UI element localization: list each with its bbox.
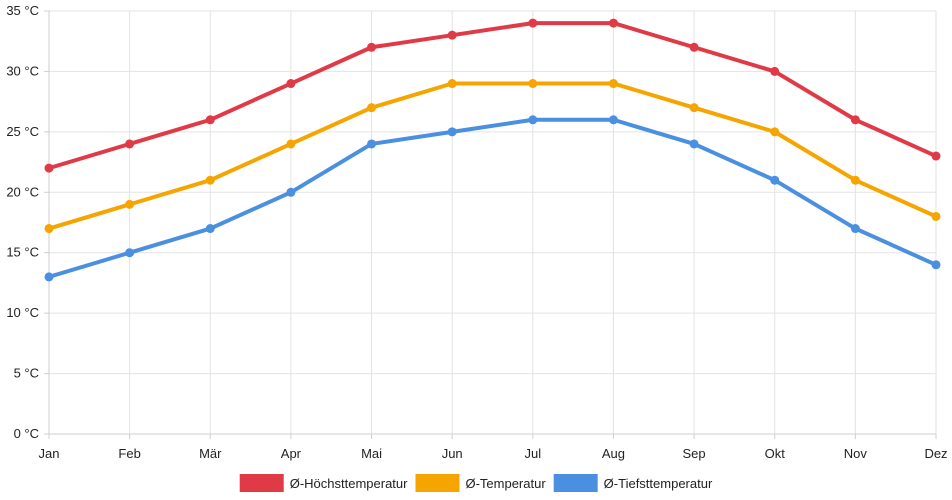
data-point[interactable] — [770, 175, 780, 185]
data-point[interactable] — [689, 42, 699, 52]
data-point[interactable] — [608, 18, 618, 28]
x-tick-label: Apr — [281, 446, 302, 461]
legend-swatch — [239, 474, 284, 492]
data-point[interactable] — [125, 139, 135, 149]
x-tick-label: Feb — [118, 446, 140, 461]
y-tick-label: 25 °C — [6, 124, 39, 139]
y-tick-label: 0 °C — [14, 426, 39, 441]
data-point[interactable] — [528, 115, 538, 125]
legend-swatch — [553, 474, 598, 492]
legend-label: Ø-Temperatur — [465, 476, 546, 491]
x-axis-tick-labels: Jan Feb Mär Apr Mai Jun Jul Aug Sep Okt Nov Dez — [39, 446, 948, 461]
x-tick-label: Jul — [525, 446, 542, 461]
x-tick-label: Mär — [199, 446, 222, 461]
data-point[interactable] — [286, 79, 296, 89]
y-axis-tick-labels: 0 °C 5 °C 10 °C 15 °C 20 °C 25 °C 30 °C 35 °C — [6, 3, 39, 441]
data-point[interactable] — [205, 115, 215, 125]
data-point[interactable] — [125, 199, 135, 209]
x-tick-label: Okt — [765, 446, 786, 461]
data-point[interactable] — [608, 115, 618, 125]
data-point[interactable] — [44, 224, 54, 234]
series-line — [47, 81, 938, 231]
data-point[interactable] — [850, 115, 860, 125]
x-tick-label: Aug — [602, 446, 625, 461]
data-point[interactable] — [367, 42, 377, 52]
y-tick-label: 10 °C — [6, 305, 39, 320]
data-point[interactable] — [931, 260, 941, 270]
data-point[interactable] — [286, 187, 296, 197]
data-point[interactable] — [608, 79, 618, 89]
legend-label: Ø-Höchsttemperatur — [290, 476, 408, 491]
data-point[interactable] — [447, 30, 457, 40]
data-point[interactable] — [689, 139, 699, 149]
data-point[interactable] — [850, 175, 860, 185]
series-2 — [44, 115, 941, 282]
data-point[interactable] — [931, 211, 941, 221]
data-point[interactable] — [367, 139, 377, 149]
data-point[interactable] — [447, 127, 457, 137]
axes — [44, 10, 937, 439]
x-tick-label: Mai — [361, 446, 382, 461]
data-point[interactable] — [447, 79, 457, 89]
y-tick-label: 15 °C — [6, 245, 39, 260]
gridlines — [49, 10, 937, 434]
data-point[interactable] — [850, 224, 860, 234]
data-point[interactable] — [367, 103, 377, 113]
data-point[interactable] — [770, 127, 780, 137]
data-point[interactable] — [528, 79, 538, 89]
y-tick-label: 20 °C — [6, 184, 39, 199]
y-tick-label: 35 °C — [6, 3, 39, 18]
series-1 — [44, 79, 941, 234]
legend-item[interactable]: Ø-Tiefsttemperatur — [553, 474, 713, 492]
x-tick-label: Nov — [844, 446, 868, 461]
series-0 — [44, 18, 941, 173]
data-point[interactable] — [44, 163, 54, 173]
data-point[interactable] — [44, 272, 54, 282]
legend: Ø-Höchsttemperatur Ø-Temperatur Ø-Tiefstte… — [239, 474, 713, 492]
series-line — [47, 117, 938, 279]
y-tick-label: 30 °C — [6, 63, 39, 78]
y-tick-label: 5 °C — [14, 366, 39, 381]
data-point[interactable] — [770, 66, 780, 76]
data-point[interactable] — [205, 224, 215, 234]
legend-item[interactable]: Ø-Höchsttemperatur — [239, 474, 408, 492]
legend-swatch — [415, 474, 460, 492]
data-point[interactable] — [528, 18, 538, 28]
data-point[interactable] — [125, 248, 135, 258]
series-line — [47, 21, 938, 171]
x-tick-label: Sep — [683, 446, 706, 461]
data-point[interactable] — [689, 103, 699, 113]
data-series — [44, 18, 941, 282]
x-tick-label: Jan — [39, 446, 60, 461]
data-point[interactable] — [931, 151, 941, 161]
x-tick-label: Dez — [924, 446, 947, 461]
x-tick-label: Jun — [442, 446, 463, 461]
data-point[interactable] — [286, 139, 296, 149]
legend-item[interactable]: Ø-Temperatur — [415, 474, 546, 492]
data-point[interactable] — [205, 175, 215, 185]
legend-label: Ø-Tiefsttemperatur — [604, 476, 713, 491]
